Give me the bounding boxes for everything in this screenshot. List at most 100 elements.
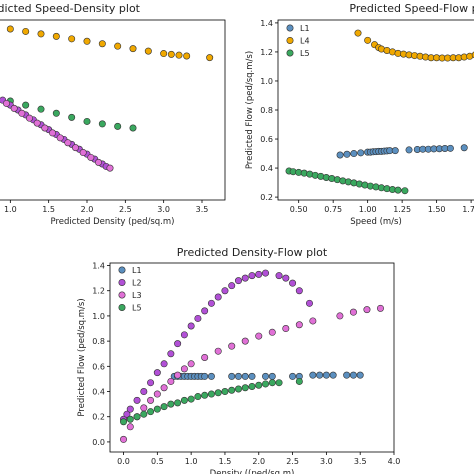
data-point	[255, 332, 263, 340]
x-tick-label: 1.50	[428, 205, 446, 214]
data-point	[234, 385, 242, 393]
chart-density-flow: Predicted Density-Flow plot 0.0 0.5 1.0 1.5 2…	[77, 246, 400, 474]
data-point	[228, 372, 236, 380]
data-point	[41, 124, 49, 132]
data-point	[174, 340, 182, 348]
data-point	[248, 382, 256, 390]
chart-title: Predicted Density-Flow plot	[177, 246, 328, 259]
data-point	[180, 396, 188, 404]
x-tick-label: 2.5	[286, 457, 299, 466]
data-point	[68, 113, 76, 121]
data-point	[460, 144, 468, 152]
y-tick-label: 0.2	[260, 193, 273, 202]
data-point	[140, 404, 148, 412]
data-point	[160, 360, 168, 368]
x-tick-label: 1.00	[359, 205, 377, 214]
data-point	[144, 47, 152, 55]
data-point	[201, 353, 209, 361]
data-point	[262, 269, 270, 277]
series-L5	[6, 97, 137, 132]
data-point	[160, 384, 168, 392]
x-tick-label: 2.5	[119, 205, 132, 214]
x-tick-label: 1.0	[185, 457, 198, 466]
data-point	[114, 122, 122, 130]
data-point	[228, 282, 236, 290]
data-point	[228, 386, 236, 394]
data-point	[282, 325, 290, 333]
data-point	[153, 405, 161, 413]
data-point	[329, 371, 337, 379]
data-point	[316, 371, 324, 379]
data-point	[289, 279, 297, 287]
data-point	[207, 390, 215, 398]
x-tick-label: 3.5	[196, 205, 209, 214]
data-point	[228, 342, 236, 350]
data-point	[10, 104, 18, 112]
data-point	[363, 306, 371, 314]
data-point	[22, 27, 30, 35]
data-point	[187, 395, 195, 403]
data-point	[268, 372, 276, 380]
data-point	[120, 418, 128, 426]
legend-marker	[118, 278, 126, 286]
data-point	[275, 272, 283, 280]
data-point	[126, 405, 134, 413]
legend: L1 L2 L3 L5	[118, 266, 142, 313]
data-point	[305, 299, 313, 307]
x-tick-label: 2.0	[81, 205, 94, 214]
series-L5	[120, 377, 303, 426]
x-axis-label: Speed (m/s)	[350, 217, 402, 227]
y-tick-label: 1.2	[92, 287, 105, 296]
legend-label: L5	[300, 49, 310, 58]
y-tick-label: 0.8	[92, 337, 105, 346]
legend-label: L1	[300, 24, 310, 33]
data-point	[391, 147, 399, 155]
series-L4	[354, 29, 474, 62]
points-speed-density	[0, 25, 214, 172]
legend-label: L5	[132, 304, 142, 313]
y-tick-label: 0.6	[260, 135, 273, 144]
data-point	[56, 134, 64, 142]
data-point	[37, 30, 45, 38]
y-tick-label: 0.8	[260, 106, 273, 115]
y-tick-label: 0.2	[92, 413, 105, 422]
legend-label: L1	[132, 266, 142, 275]
data-point	[123, 410, 131, 418]
data-point	[174, 371, 182, 379]
x-tick-label: 2.0	[252, 457, 265, 466]
series-L2	[120, 269, 313, 423]
data-point	[446, 144, 454, 152]
x-tick-label: 0.5	[151, 457, 164, 466]
data-point	[48, 129, 56, 137]
data-point	[167, 400, 175, 408]
x-tick-label: 3.0	[157, 205, 170, 214]
data-point	[207, 372, 215, 380]
data-point	[133, 396, 141, 404]
data-point	[221, 287, 229, 295]
data-point	[336, 312, 344, 320]
data-point	[52, 32, 60, 40]
series-L3	[120, 304, 384, 443]
chart-title: Predicted Speed-Density plot	[0, 2, 141, 15]
data-point	[349, 308, 357, 316]
data-point	[160, 50, 168, 58]
data-point	[194, 314, 202, 322]
data-point	[2, 99, 11, 107]
data-point	[133, 413, 141, 421]
series-L1	[170, 371, 364, 380]
x-tick-label: 3.5	[354, 457, 367, 466]
x-tick-label: 1.75	[462, 205, 474, 214]
y-tick-label: 1.0	[260, 77, 273, 86]
data-point	[206, 54, 214, 62]
data-point	[201, 391, 209, 399]
y-tick-label: 0.4	[92, 388, 105, 397]
legend-label: L3	[132, 291, 142, 300]
points-density-flow	[120, 269, 384, 443]
data-point	[295, 321, 303, 329]
data-point	[180, 365, 188, 373]
y-tick-label: 1.0	[92, 312, 105, 321]
data-point	[268, 379, 276, 387]
data-point	[357, 149, 365, 157]
data-point	[147, 408, 155, 416]
data-point	[234, 372, 242, 380]
